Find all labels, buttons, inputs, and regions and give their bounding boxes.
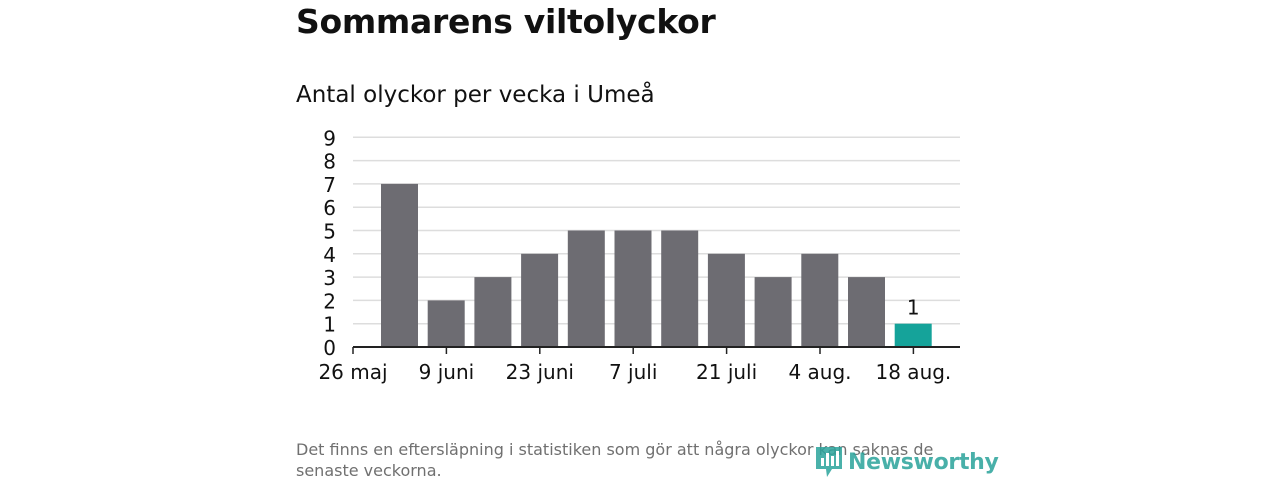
footnote: Det finns en eftersläpning i statistiken…: [296, 440, 934, 480]
chart-subtitle: Antal olyckor per vecka i Umeå: [296, 82, 655, 108]
y-tick-label: 9: [323, 126, 336, 150]
chart-title: Sommarens viltolyckor: [296, 2, 716, 41]
y-tick-label: 7: [323, 173, 336, 197]
y-tick-label: 1: [323, 313, 336, 337]
newsworthy-logo: Newsworthy: [814, 445, 999, 479]
x-tick-label: 7 juli: [609, 360, 657, 384]
y-tick-label: 3: [323, 266, 336, 290]
bar: [614, 230, 652, 347]
y-tick-label: 4: [323, 243, 336, 267]
y-tick-label: 8: [323, 150, 336, 174]
bars: [381, 183, 932, 347]
bar: [427, 300, 465, 347]
data-labels: 1: [907, 296, 920, 320]
bar: [754, 277, 792, 347]
grid-lines: [353, 136, 960, 325]
data-label: 1: [907, 296, 920, 320]
y-tick-label: 5: [323, 220, 336, 244]
bar: [707, 253, 745, 347]
y-tick-label: 6: [323, 196, 336, 220]
bar: [521, 253, 559, 347]
bar: [567, 230, 605, 347]
y-tick-label: 2: [323, 289, 336, 313]
x-tick-label: 26 maj: [318, 360, 387, 384]
x-tick-label: 23 juni: [506, 360, 574, 384]
bar: [661, 230, 699, 347]
bar: [848, 277, 885, 347]
bar: [474, 277, 512, 347]
bar-chart-bubble-icon: [816, 447, 842, 477]
x-tick-label: 21 juli: [696, 360, 757, 384]
x-tick-label: 9 juni: [419, 360, 475, 384]
x-tick-label: 4 aug.: [788, 360, 851, 384]
logo-text: Newsworthy: [848, 449, 999, 475]
x-tick-label: 18 aug.: [876, 360, 952, 384]
y-tick-label: 0: [323, 336, 336, 360]
x-axis-ticks: 26 maj 9 juni 23 juni 7 juli 21 juli 4 aug. 18…: [318, 347, 951, 384]
bar: [801, 253, 839, 347]
bar: [381, 183, 418, 347]
bar: [894, 323, 932, 347]
